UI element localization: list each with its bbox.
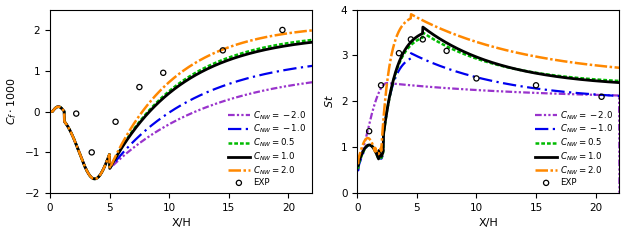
Point: [597, 95, 607, 99]
Point: [218, 48, 228, 52]
X-axis label: X/H: X/H: [171, 219, 191, 228]
Point: [111, 120, 121, 124]
Point: [71, 112, 81, 115]
Point: [158, 71, 168, 75]
Point: [471, 77, 481, 80]
Point: [442, 49, 452, 53]
Legend: $C_{NW}=-2.0$, $C_{NW}=-1.0$, $C_{NW}=0.5$, $C_{NW}=1.0$, $C_{NW}=2.0$, EXP: $C_{NW}=-2.0$, $C_{NW}=-1.0$, $C_{NW}=0.…: [534, 107, 615, 189]
Point: [87, 150, 97, 154]
Point: [364, 129, 374, 133]
Point: [418, 37, 428, 41]
Point: [134, 85, 144, 89]
Point: [531, 84, 541, 87]
Legend: $C_{NW}=-2.0$, $C_{NW}=-1.0$, $C_{NW}=0.5$, $C_{NW}=1.0$, $C_{NW}=2.0$, EXP: $C_{NW}=-2.0$, $C_{NW}=-1.0$, $C_{NW}=0.…: [226, 107, 308, 189]
Point: [278, 28, 288, 32]
Point: [394, 51, 404, 55]
Y-axis label: $St$: $St$: [323, 95, 336, 108]
Point: [406, 37, 416, 41]
Y-axis label: $C_f \cdot 1000$: $C_f \cdot 1000$: [6, 77, 19, 125]
Point: [376, 84, 386, 87]
X-axis label: X/H: X/H: [479, 219, 498, 228]
